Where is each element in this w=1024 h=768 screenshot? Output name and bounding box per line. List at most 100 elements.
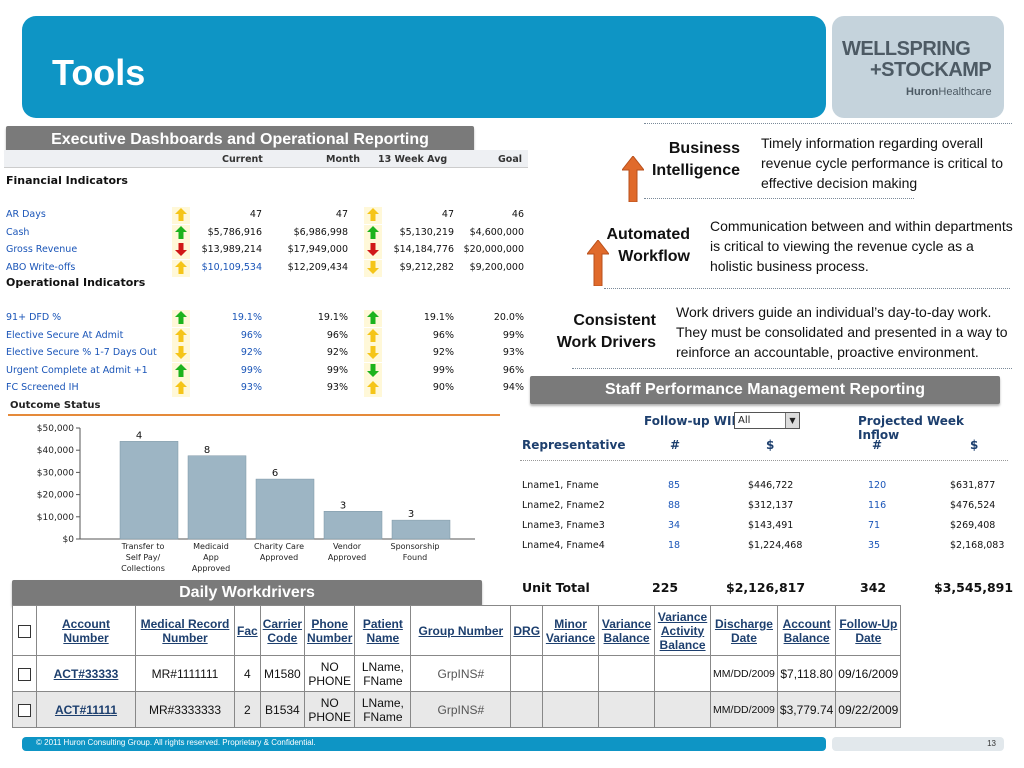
- goal-value: 96%: [502, 364, 524, 376]
- table-row[interactable]: ACT#11111 MR#3333333 2 B1534 NO PHONE LN…: [12, 691, 902, 728]
- header-group-number[interactable]: Group Number: [410, 605, 512, 656]
- inflow-count[interactable]: 116: [868, 500, 887, 511]
- header-fac[interactable]: Fac: [234, 605, 261, 656]
- dashboard-row[interactable]: 91+ DFD % 19.1% 19.1% 19.1% 20.0%: [4, 310, 528, 327]
- header-carrier-code[interactable]: Carrier Code: [259, 605, 306, 656]
- avg-value: 99%: [432, 364, 454, 376]
- row-checkbox[interactable]: [18, 703, 31, 717]
- indicator-label[interactable]: Elective Secure At Admit: [6, 329, 124, 341]
- indicator-label[interactable]: AR Days: [6, 209, 46, 220]
- dashboard-row[interactable]: FC Screened IH 93% 93% 90% 94%: [4, 380, 528, 397]
- account-link[interactable]: ACT#11111: [36, 691, 136, 728]
- wip-filter-value: All: [738, 415, 751, 426]
- category-label: Approved: [192, 564, 230, 573]
- carrier-cell: B1534: [259, 691, 306, 728]
- header-variance-balance[interactable]: Variance Balance: [598, 605, 656, 656]
- dashboard-row[interactable]: AR Days 47 47 47 46: [4, 207, 528, 224]
- outcome-bar-chart: $50,000 $40,000 $30,000 $20,000 $10,000 $0 4 Tr…: [37, 424, 475, 573]
- dashboard-row[interactable]: Elective Secure % 1-7 Days Out 92% 92% 92% 9…: [4, 345, 528, 362]
- header-account-balance[interactable]: Account Balance: [776, 605, 837, 656]
- avg-value: 19.1%: [423, 312, 454, 323]
- indicator-label[interactable]: Cash: [6, 226, 30, 238]
- inflow-count[interactable]: 120: [868, 480, 887, 491]
- dashboard-row[interactable]: Gross Revenue $13,989,214 $17,949,000 $14,1…: [4, 242, 528, 259]
- dashboard-row[interactable]: Cash $5,786,916 $6,986,998 $5,130,219 $4,600…: [4, 224, 528, 242]
- indicator-label[interactable]: ABO Write-offs: [6, 261, 76, 273]
- row-select[interactable]: [12, 691, 37, 728]
- bi-text: Timely information regarding overall reve…: [761, 135, 1003, 191]
- trend-arrow-icon: [367, 243, 379, 256]
- chevron-down-icon[interactable]: ▼: [785, 413, 799, 428]
- outcome-divider: [8, 414, 500, 416]
- varact-cell: [654, 655, 712, 692]
- bi-label: Business Intelligence: [651, 140, 740, 179]
- outcome-title: Outcome Status: [10, 400, 101, 411]
- table-row[interactable]: ACT#33333 MR#1111111 4 M1580 NO PHONE LN…: [12, 655, 902, 692]
- dashboard-row[interactable]: Urgent Complete at Admit +1 99% 99% 99% 96%: [4, 362, 528, 380]
- dashboard-row[interactable]: ABO Write-offs $10,109,534 $12,209,434 $9,2…: [4, 259, 528, 277]
- mrn-cell: MR#1111111: [135, 655, 235, 692]
- indicator-label[interactable]: Elective Secure % 1-7 Days Out: [6, 347, 157, 358]
- trend-arrow-icon: [367, 363, 379, 377]
- header-phone-number[interactable]: Phone Number: [304, 605, 356, 656]
- current-value: 93%: [240, 382, 262, 393]
- wip-count[interactable]: 18: [668, 540, 681, 551]
- wip-count[interactable]: 34: [668, 520, 681, 531]
- month-value: 93%: [326, 382, 348, 393]
- account-link[interactable]: ACT#33333: [36, 655, 136, 692]
- executive-dashboard: Current Month 13 Week Avg Goal Financial…: [4, 150, 528, 397]
- goal-value: $4,600,000: [469, 226, 524, 238]
- header-follow-up-date[interactable]: Follow-Up Date: [835, 605, 902, 656]
- goal-value: 20.0%: [493, 312, 524, 323]
- outcome-status-chart: Outcome Status $50,000 $40,000 $30,000 $20,…: [4, 398, 500, 576]
- drg-cell: [510, 691, 544, 728]
- header-patient-name[interactable]: Patient Name: [354, 605, 412, 656]
- select-all-header[interactable]: [12, 605, 37, 656]
- trend-arrow-icon: [175, 311, 187, 324]
- trend-arrow-icon: [367, 381, 379, 394]
- wip-filter-select[interactable]: All ▼: [734, 412, 800, 429]
- wip-count[interactable]: 85: [668, 480, 681, 491]
- indicator-label[interactable]: Gross Revenue: [6, 244, 78, 255]
- inflow-count[interactable]: 35: [868, 540, 881, 551]
- inflow-count[interactable]: 71: [868, 520, 881, 531]
- header-minor-variance[interactable]: Minor Variance: [542, 605, 600, 656]
- select-all-checkbox[interactable]: [18, 624, 31, 638]
- indicator-label[interactable]: FC Screened IH: [6, 382, 79, 393]
- y-tick-label: $10,000: [37, 513, 74, 523]
- indicator-label[interactable]: 91+ DFD %: [6, 312, 62, 323]
- trend-arrow-icon: [175, 328, 187, 342]
- row-checkbox[interactable]: [18, 667, 31, 681]
- wip-dollar: $1,224,468: [748, 540, 803, 551]
- up-arrow-icon-2: [587, 240, 609, 286]
- header-variance-activity[interactable]: Variance Activity Balance: [654, 605, 712, 656]
- current-value: $13,989,214: [201, 244, 262, 255]
- trend-arrow-icon: [367, 208, 379, 221]
- header-medical-record[interactable]: Medical Record Number: [135, 605, 235, 656]
- dashboard-row[interactable]: Elective Secure At Admit 96% 96% 96% 99%: [4, 327, 528, 345]
- indicator-label[interactable]: Urgent Complete at Admit +1: [6, 364, 148, 376]
- header-account-number[interactable]: Account Number: [36, 605, 136, 656]
- drivers-label: Consistent Work Drivers: [556, 312, 656, 351]
- section-title-staff: Staff Performance Management Reporting: [530, 376, 1000, 404]
- followup-wip-label: Follow-up WIP: [644, 414, 741, 428]
- trend-arrow-icon: [367, 328, 379, 342]
- col-13wk: 13 Week Avg: [378, 154, 448, 165]
- goal-value: $20,000,000: [463, 244, 524, 255]
- header-discharge-date[interactable]: Discharge Date: [710, 605, 778, 656]
- data-label: 8: [204, 445, 210, 456]
- phone-cell: NO PHONE: [304, 655, 356, 692]
- varbal-cell: [598, 655, 656, 692]
- data-label: 3: [408, 509, 414, 520]
- row-select[interactable]: [12, 655, 37, 692]
- unit-total-d2: $3,545,891: [934, 580, 1014, 595]
- wip-count[interactable]: 88: [668, 500, 681, 511]
- varbal-cell: [598, 691, 656, 728]
- footer-page-box: 13: [832, 737, 1004, 751]
- phone-cell: NO PHONE: [304, 691, 356, 728]
- trend-arrow-icon: [367, 225, 379, 239]
- avg-value: $9,212,282: [399, 261, 454, 273]
- header-drg[interactable]: DRG: [510, 605, 544, 656]
- inflow-dollar: $269,408: [950, 520, 996, 531]
- avg-value: $14,184,776: [393, 244, 454, 255]
